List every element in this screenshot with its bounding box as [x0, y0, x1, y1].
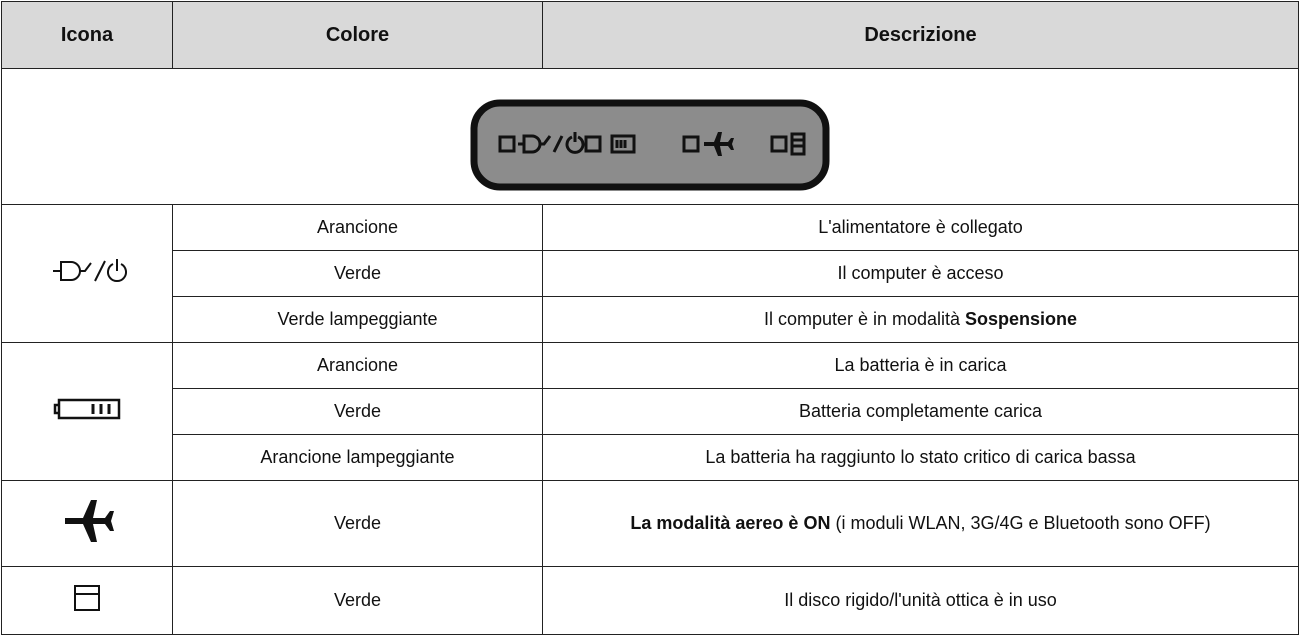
header-cell: Colore — [172, 1, 543, 69]
description-cell: La modalità aereo è ON (i moduli WLAN, 3… — [542, 480, 1299, 567]
description-text: La modalità aereo è ON — [630, 513, 831, 533]
description-text: Il computer è acceso — [837, 263, 1004, 283]
icon-cell — [1, 342, 173, 481]
description-text: (i moduli WLAN, 3G/4G e Bluetooth sono O… — [830, 513, 1211, 533]
description-text: La batteria è in carica — [834, 355, 1007, 375]
description-text: Batteria completamente carica — [798, 401, 1043, 421]
icon-cell — [1, 566, 173, 635]
header-cell: Descrizione — [542, 1, 1299, 69]
color-cell: Arancione — [172, 342, 543, 389]
icon — [53, 259, 127, 283]
color-cell: Arancione lampeggiante — [172, 434, 543, 481]
icon-cell — [1, 204, 173, 343]
row: Verde Il computer è acceso — [2, 250, 1299, 297]
description-cell: La batteria ha raggiunto lo stato critic… — [542, 434, 1299, 481]
icon — [65, 500, 114, 542]
icon — [74, 585, 100, 611]
row: Verde lampeggiante Il computer è in modal… — [2, 296, 1299, 343]
description-text: Sospensione — [965, 309, 1078, 329]
description-text: Il disco rigido/l'unità ottica è in uso — [784, 590, 1057, 610]
header-cell: Icona — [1, 1, 173, 69]
color-cell: Verde — [172, 250, 543, 297]
color-cell: Verde lampeggiante — [172, 296, 543, 343]
description-cell: La batteria è in carica — [542, 342, 1299, 389]
row: Arancione L'alimentatore è collegato — [1, 204, 1299, 343]
description-cell: Il computer è in modalità Sospensione — [542, 296, 1299, 343]
row: Verde La modalità aereo è ON (i moduli WL… — [1, 480, 1299, 567]
row: Verde Batteria completamente carica — [2, 388, 1299, 435]
description-cell: Batteria completamente carica — [542, 388, 1299, 435]
description-text: L'alimentatore è collegato — [818, 217, 1023, 237]
description-text: La batteria ha raggiunto lo stato critic… — [705, 447, 1136, 467]
description-cell: Il disco rigido/l'unità ottica è in uso — [542, 566, 1299, 635]
row: Verde Il disco rigido/l'unità ottica è in… — [1, 566, 1299, 635]
color-cell: Verde — [172, 388, 543, 435]
color-cell: Arancione — [172, 204, 543, 251]
led-panel — [470, 99, 830, 190]
description-text: Il computer è in modalità — [763, 309, 966, 329]
row: Arancione La batteria è in carica — [1, 342, 1299, 481]
description-cell: Il computer è acceso — [542, 250, 1299, 297]
color-cell: Verde — [172, 480, 543, 567]
color-cell: Verde — [172, 566, 543, 635]
panel-cell — [1, 68, 1299, 205]
icon-cell — [1, 480, 173, 567]
header-row: Icona Colore Descrizione — [1, 1, 1299, 69]
row: Arancione lampeggiante La batteria ha rag… — [2, 434, 1299, 481]
icon — [53, 398, 121, 420]
description-cell: L'alimentatore è collegato — [542, 204, 1299, 251]
